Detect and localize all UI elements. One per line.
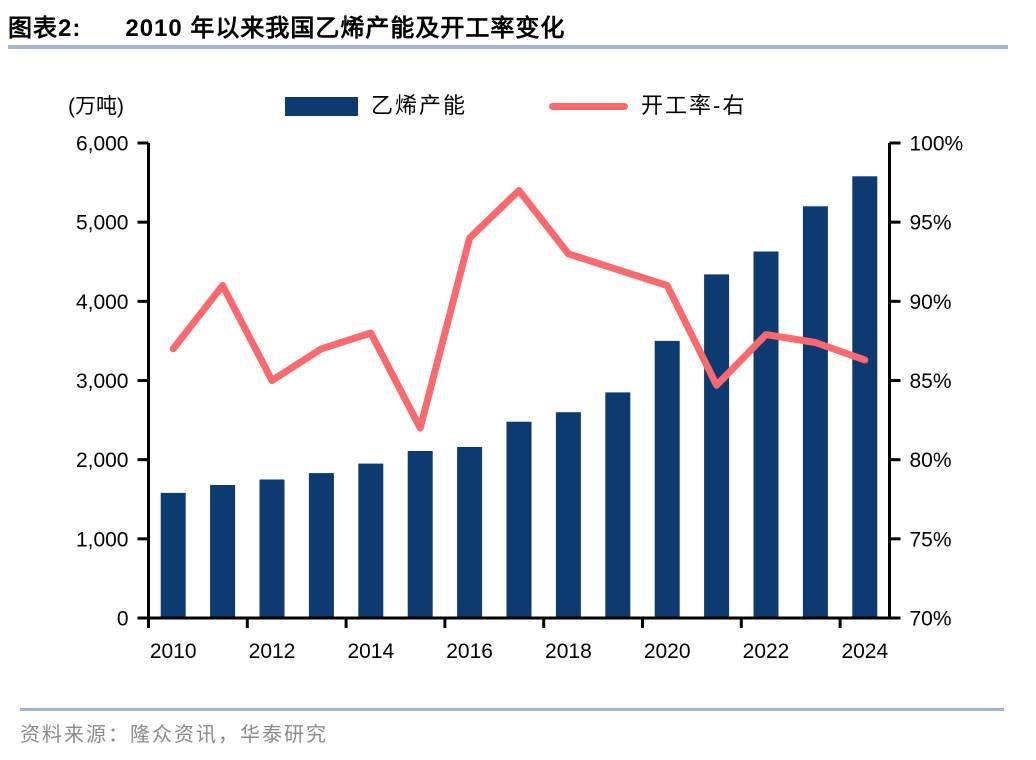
utilization-line-swatch [549, 102, 628, 110]
legend-item-utilization: 开工率-右 [549, 88, 746, 120]
capacity-bar-2014 [358, 463, 384, 618]
right-axis-tick-label: 75% [910, 528, 952, 551]
x-axis-tick-label: 2020 [644, 640, 691, 663]
utilization-line [169, 187, 869, 432]
right-axis-tick-label: 85% [910, 370, 952, 393]
figure-title: 图表2: 2010 年以来我国乙烯产能及开工率变化 [8, 8, 565, 43]
x-axis-tick-label: 2018 [545, 640, 592, 663]
right-axis-tick-label: 80% [910, 449, 952, 472]
source-note: 资料来源：隆众资讯，华泰研究 [20, 724, 328, 746]
right-axis-tick-label: 95% [910, 212, 952, 235]
title-divider [8, 45, 1008, 49]
capacity-bar-2013 [308, 473, 334, 618]
capacity-bar-2020 [654, 340, 680, 618]
capacity-bar-2016 [457, 447, 483, 618]
legend-utilization-label: 开工率-右 [641, 93, 747, 118]
figure-number: 图表2: [8, 15, 82, 42]
legend-item-capacity: 乙烯产能 [285, 88, 467, 120]
capacity-bar-swatch [285, 96, 358, 116]
x-axis-tick-label: 2024 [841, 640, 888, 663]
capacity-bar-2022 [753, 251, 779, 618]
capacity-bar-2010 [160, 492, 186, 618]
capacity-bar-2017 [506, 421, 532, 618]
left-axis-tick-label: 1,000 [76, 528, 129, 551]
right-axis-tick-label: 100% [910, 133, 964, 156]
left-axis-tick-label: 5,000 [76, 212, 129, 235]
left-axis-tick-label: 4,000 [76, 291, 129, 314]
x-axis-tick-label: 2010 [150, 640, 197, 663]
capacity-bar-2011 [210, 485, 236, 618]
capacity-bar-2015 [407, 451, 433, 618]
capacity-bar-2023 [802, 206, 828, 619]
left-axis-unit-label: (万吨) [68, 95, 124, 118]
capacity-bar-2018 [555, 412, 581, 618]
x-axis-tick-label: 2012 [249, 640, 296, 663]
x-axis-tick-label: 2022 [743, 640, 790, 663]
capacity-bar-2021 [704, 274, 730, 618]
capacity-bar-2024 [852, 176, 878, 619]
left-axis-tick-label: 0 [117, 608, 129, 631]
legend-capacity-label: 乙烯产能 [371, 93, 468, 118]
x-axis-tick-label: 2014 [347, 640, 394, 663]
footer-divider [20, 708, 1004, 711]
capacity-bar-2012 [259, 479, 285, 618]
left-axis-tick-label: 3,000 [76, 370, 129, 393]
left-axis-tick-label: 6,000 [76, 133, 129, 156]
right-axis-tick-label: 70% [910, 608, 952, 631]
capacity-bar-2019 [605, 392, 631, 618]
left-axis-tick-label: 2,000 [76, 449, 129, 472]
x-axis-tick-label: 2016 [446, 640, 493, 663]
figure-title-text: 2010 年以来我国乙烯产能及开工率变化 [125, 15, 566, 42]
right-axis-tick-label: 90% [910, 291, 952, 314]
